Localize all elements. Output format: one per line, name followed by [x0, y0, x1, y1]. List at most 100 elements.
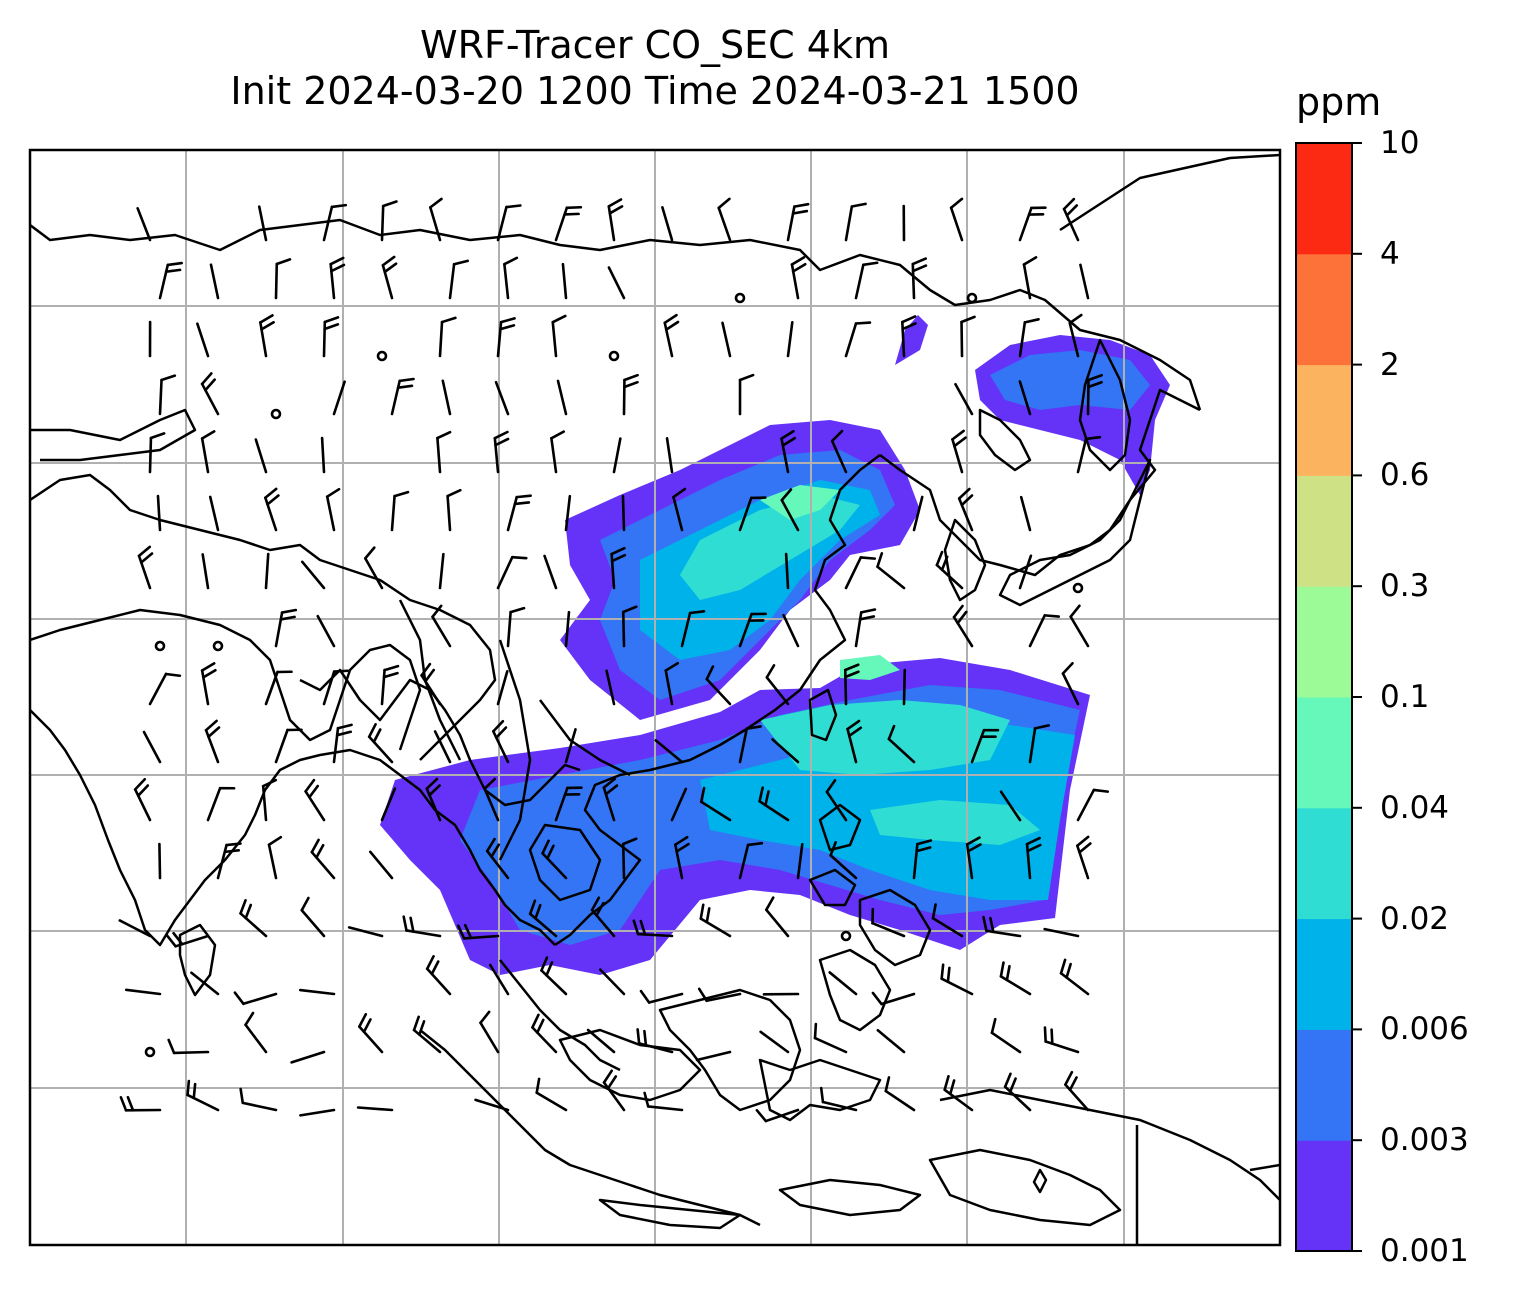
- wind-barb: [598, 968, 626, 996]
- wind-barb: [1018, 318, 1040, 358]
- wind-barb: [940, 963, 974, 996]
- gridlines: [30, 150, 1280, 1245]
- wind-barb: [535, 1077, 568, 1112]
- wind-barb: [322, 203, 348, 242]
- wind-barb: [1018, 206, 1047, 242]
- wind-barb: [543, 554, 558, 590]
- wind-barb: [943, 1074, 974, 1112]
- wind-barb: [887, 724, 916, 764]
- wind-barb: [854, 261, 879, 300]
- wind-barb: [216, 842, 242, 880]
- wind-barb: [1079, 263, 1090, 300]
- wind-barb: [474, 1098, 510, 1112]
- coastline: [808, 868, 857, 907]
- wind-barb: [1062, 197, 1080, 242]
- colorbar-tick-label: 0.003: [1380, 1122, 1469, 1159]
- coastline: [554, 454, 881, 947]
- wind-barb: [699, 903, 732, 938]
- wind-barb: [717, 197, 732, 242]
- wind-barb: [911, 257, 928, 300]
- wind-barb: [846, 719, 863, 764]
- wind-barb: [643, 1091, 684, 1112]
- wind-barb: [438, 316, 457, 358]
- wind-barb: [310, 838, 336, 880]
- colorbar-tick-label: 2: [1380, 346, 1400, 383]
- wind-barb: [564, 728, 577, 764]
- wind-barb: [844, 321, 872, 358]
- title-line-2: Init 2024-03-20 1200 Time 2024-03-21 150…: [230, 69, 1080, 113]
- wind-barb: [738, 612, 767, 648]
- coastline: [778, 1178, 922, 1217]
- wind-barb: [274, 258, 292, 300]
- wind-barb: [780, 429, 797, 474]
- colorbar-tick-label: 0.1: [1380, 679, 1430, 715]
- wind-barb: [137, 545, 154, 590]
- wind-barb: [876, 552, 906, 590]
- wind-barb: [320, 436, 326, 474]
- wind-barb: [758, 786, 790, 822]
- colorbar-tick-label: 0.02: [1380, 900, 1450, 937]
- wind-barb: [755, 1108, 800, 1123]
- border-line: [498, 639, 532, 861]
- wind-barb: [433, 730, 452, 764]
- wind-barb: [561, 262, 568, 300]
- wind-barb: [957, 487, 974, 532]
- wind-barb: [586, 1028, 616, 1054]
- coastline: [943, 518, 987, 602]
- wind-barb: [1076, 835, 1092, 880]
- wind-barb: [446, 488, 462, 532]
- wind-barb: [782, 613, 800, 648]
- wind-barb: [441, 379, 452, 416]
- wind-barb: [1019, 495, 1032, 532]
- wind-barb: [154, 640, 166, 652]
- colorbar-tick-label: 0.006: [1380, 1011, 1469, 1048]
- colorbar-segment: [1296, 1029, 1352, 1141]
- wind-barb: [148, 672, 182, 706]
- wind-barb: [564, 610, 571, 648]
- plume-level-2: [990, 350, 1150, 410]
- wind-barb: [813, 1022, 848, 1054]
- wind-barb: [299, 1108, 336, 1117]
- wind-barb: [912, 839, 933, 880]
- wind-barb: [550, 430, 566, 474]
- colorbar: [1295, 142, 1362, 1252]
- wind-barb: [1076, 788, 1110, 822]
- coastline: [658, 988, 802, 1112]
- wind-barb: [665, 437, 674, 474]
- wind-barb: [790, 256, 807, 300]
- colorbar-segment: [1296, 475, 1352, 587]
- coastline: [30, 709, 556, 947]
- wind-barb: [602, 1069, 626, 1112]
- colorbar-tick-label: 10: [1380, 125, 1420, 161]
- wind-barb: [1068, 313, 1083, 358]
- wind-barb: [332, 380, 346, 416]
- wind-barb: [1022, 256, 1038, 300]
- wind-barb: [420, 662, 442, 706]
- wind-barb: [902, 668, 907, 706]
- wind-barb: [364, 546, 384, 590]
- colorbar-segment: [1296, 1140, 1352, 1252]
- wind-barb: [672, 487, 687, 532]
- wind-barb: [496, 317, 516, 358]
- wind-barb: [622, 373, 639, 416]
- wind-barb: [267, 835, 283, 880]
- colorbar-tick-label: 4: [1380, 235, 1400, 272]
- wind-barb: [830, 429, 848, 474]
- wind-barb: [664, 661, 680, 706]
- wind-barb: [304, 778, 326, 822]
- wind-barb: [412, 1015, 442, 1054]
- plume-level-1: [895, 315, 928, 365]
- wind-barb: [1072, 582, 1084, 594]
- wind-barb: [965, 836, 982, 880]
- wind-barb: [431, 604, 452, 648]
- wind-barb: [300, 896, 326, 938]
- wind-barb: [290, 1050, 326, 1064]
- wind-barb: [144, 1046, 156, 1058]
- wind-barb: [1069, 604, 1090, 648]
- plume-level-4: [760, 700, 1010, 775]
- wind-barb: [970, 728, 1000, 764]
- plume-level-5: [760, 485, 840, 520]
- wind-barb: [118, 919, 152, 938]
- wind-barb: [496, 555, 528, 590]
- wind-barb: [1059, 958, 1090, 996]
